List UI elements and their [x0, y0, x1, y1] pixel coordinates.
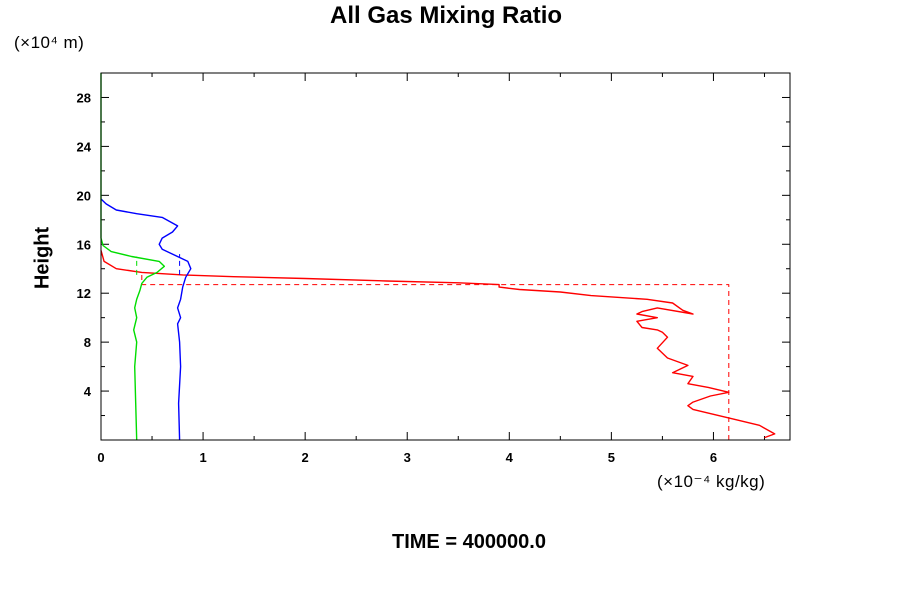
series-lines — [100, 73, 776, 441]
x-tick-label: 4 — [506, 450, 514, 465]
series-line-2 — [141, 271, 730, 440]
x-tick-label: 5 — [608, 450, 615, 465]
y-tick-label: 20 — [77, 188, 91, 203]
x-tick-label: 2 — [302, 450, 309, 465]
x-axis-unit: (×10⁻⁴ kg/kg) — [657, 472, 766, 491]
x-tick-label: 0 — [97, 450, 104, 465]
series-line-3 — [100, 198, 192, 441]
axis-ticks — [100, 72, 790, 440]
y-tick-label: 28 — [77, 90, 91, 105]
y-axis-unit: (×10⁴ m) — [14, 33, 85, 52]
series-line-5 — [100, 73, 165, 441]
x-tick-label: 6 — [710, 450, 717, 465]
y-tick-label: 16 — [77, 237, 91, 252]
x-tick-label: 3 — [404, 450, 411, 465]
y-tick-label: 24 — [77, 139, 92, 154]
y-tick-label: 12 — [77, 286, 91, 301]
time-footer: TIME = 400000.0 — [392, 531, 546, 553]
y-tick-label: 8 — [84, 335, 91, 350]
plot-frame — [100, 72, 791, 441]
x-tick-label: 1 — [199, 450, 206, 465]
series-line-1 — [100, 250, 776, 439]
y-tick-label: 4 — [84, 384, 92, 399]
chart-title: All Gas Mixing Ratio — [329, 2, 563, 29]
